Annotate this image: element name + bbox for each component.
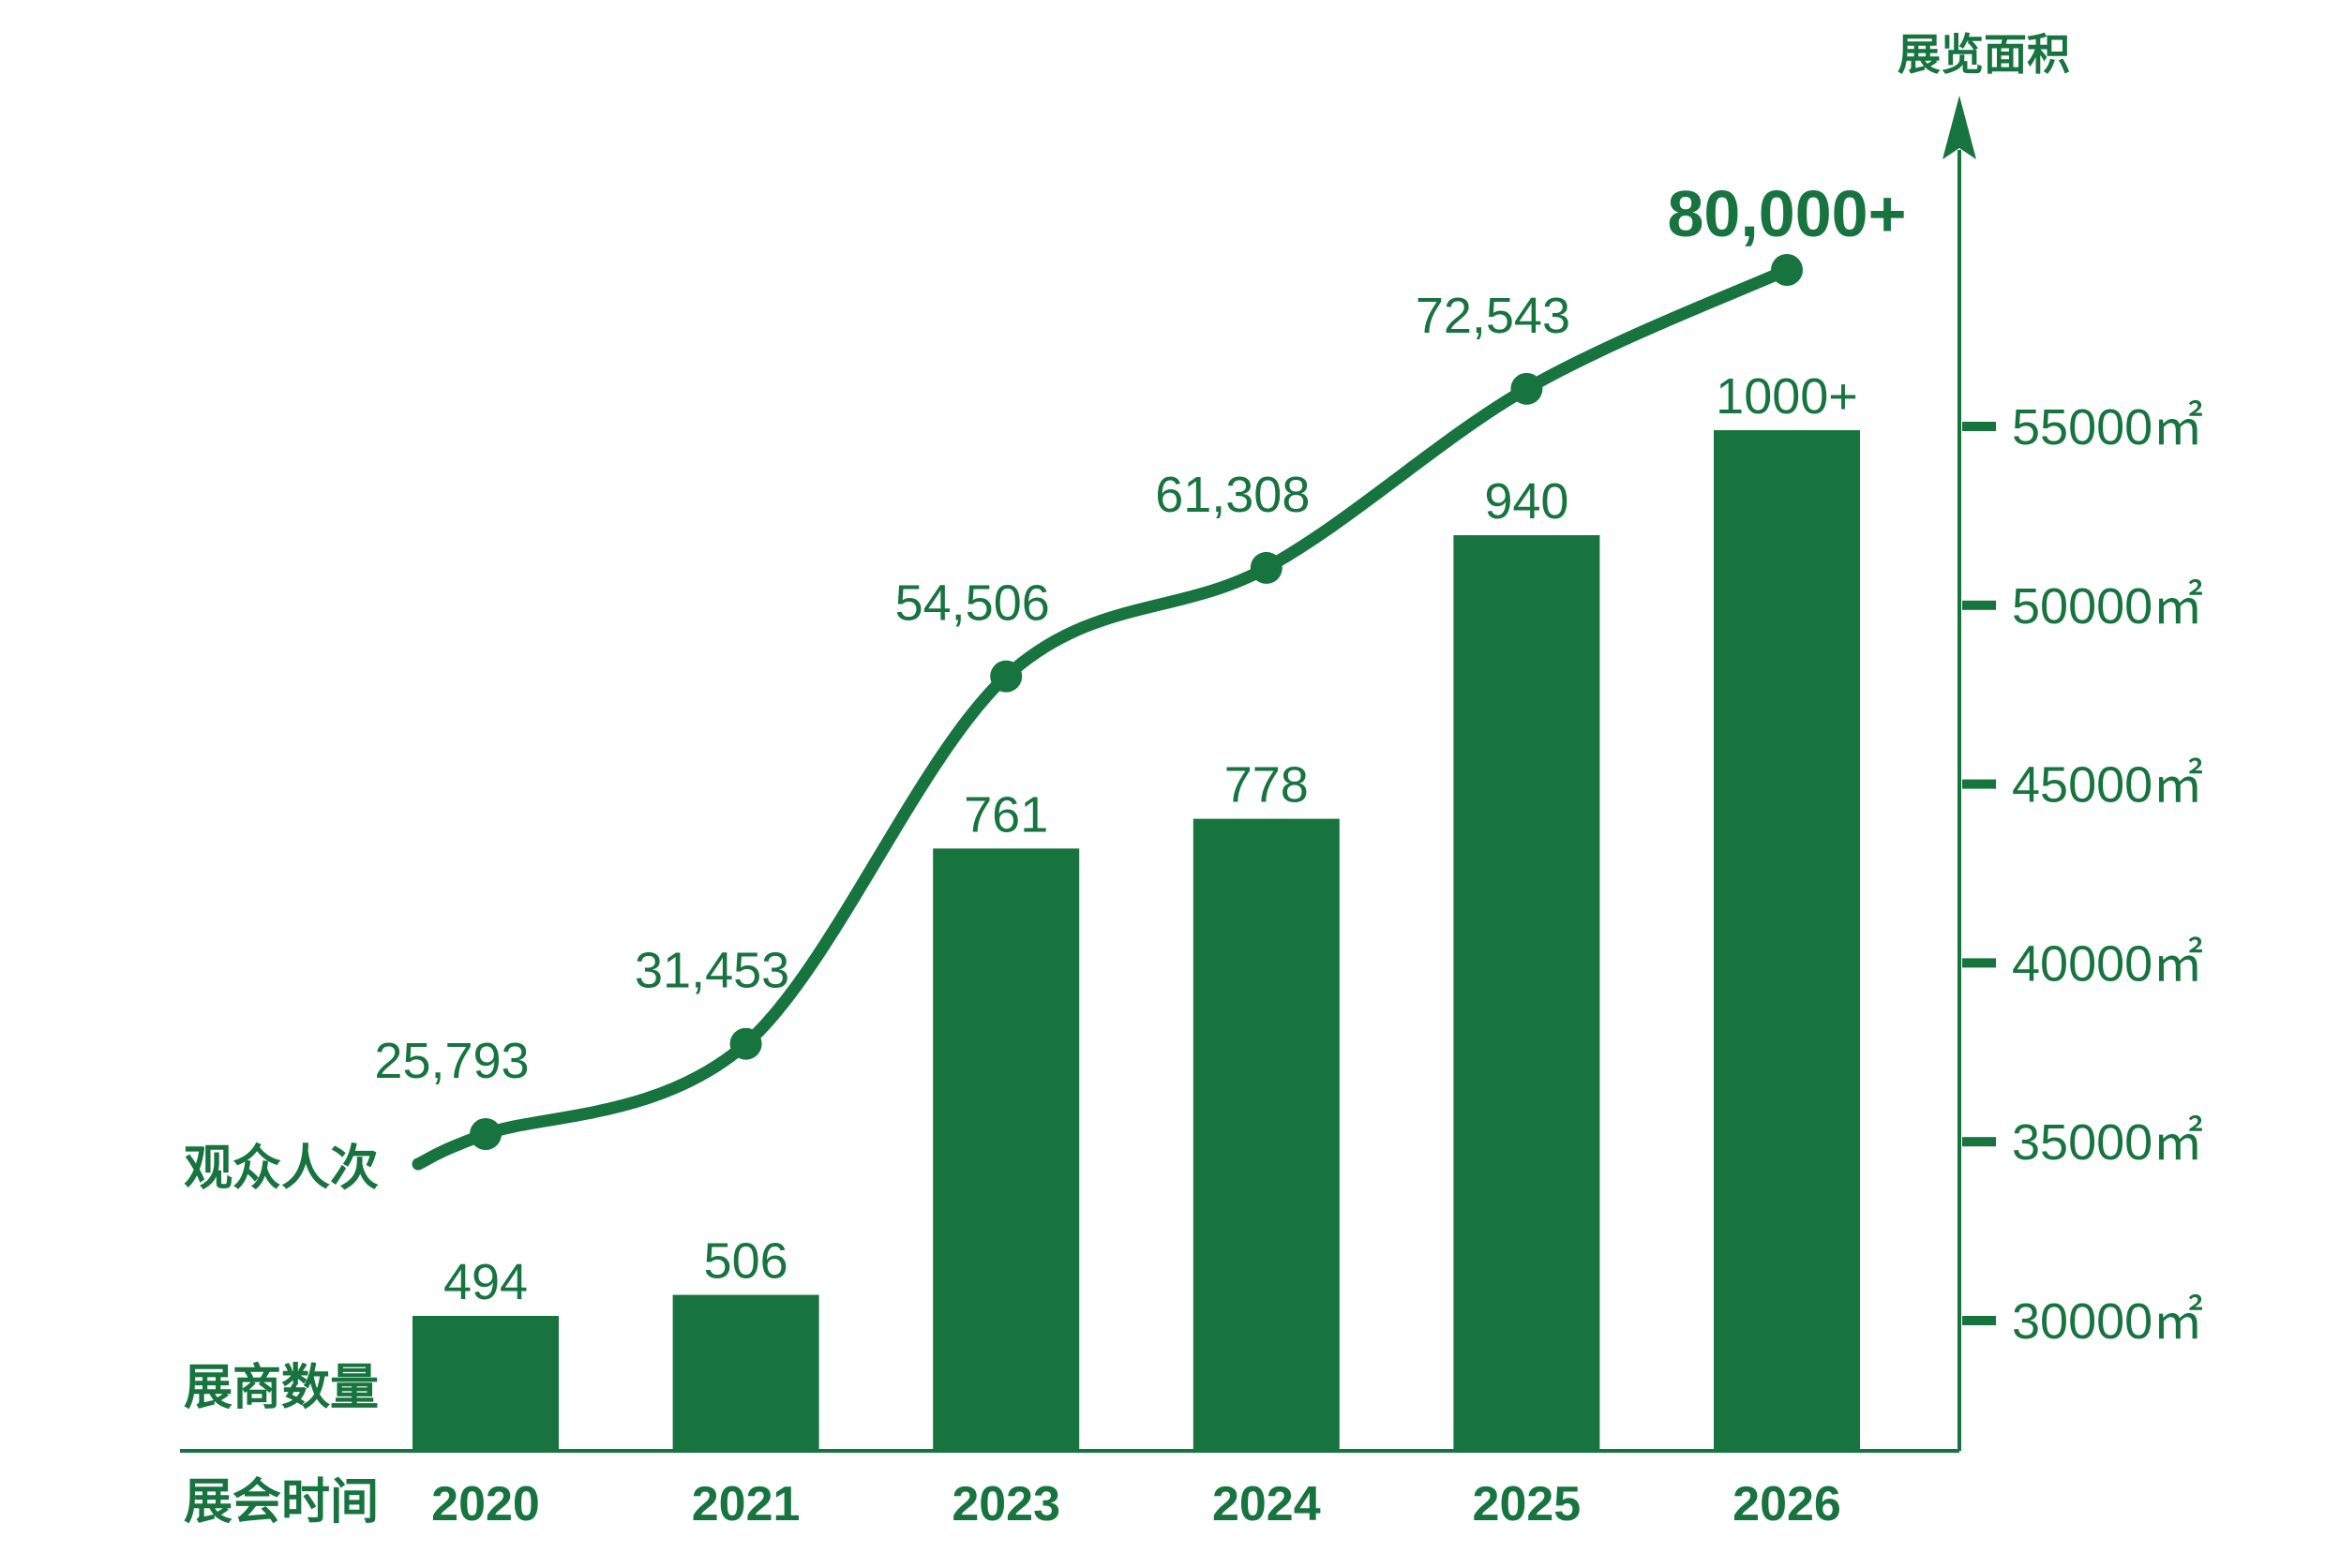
x-tick-label-2025: 2025 [1473,1477,1582,1531]
line-value-label-2020: 25,793 [374,1033,529,1089]
x-tick-labels-group: 2020 2021 2023 2024 2025 2026 [431,1477,1841,1531]
x-tick-label-2026: 2026 [1732,1477,1841,1531]
line-point-2024 [1250,551,1282,584]
line-value-label-2024: 61,308 [1155,467,1310,523]
right-tick-label-45000: 45000㎡ [2012,757,2203,814]
right-tick-45000 [1962,779,1996,789]
right-axis-arrow-icon [1942,96,1976,159]
bar-value-label-2025: 940 [1484,473,1568,530]
line-point-2023 [990,660,1023,693]
bar-value-label-2024: 778 [1224,757,1309,814]
bar-value-label-2020: 494 [443,1254,528,1310]
right-tick-55000 [1962,422,1996,431]
bar-series-name: 展商数量 [184,1361,379,1415]
right-tick-label-40000: 40000㎡ [2012,935,2203,992]
right-tick-label-50000: 50000㎡ [2012,578,2203,635]
line-value-label-2026: 80,000+ [1668,177,1907,250]
bar-2023 [933,848,1080,1451]
line-series-group: 25,793 31,453 54,506 61,308 72,543 80,000+ [374,177,1907,1171]
x-tick-label-2024: 2024 [1212,1477,1321,1531]
line-point-2020 [470,1118,502,1150]
right-axis-title: 展览面积 [1898,30,2070,79]
bar-2025 [1453,535,1600,1451]
line-series-name: 观众人次 [184,1142,379,1196]
x-axis-title: 展会时间 [184,1475,379,1530]
bar-2026 [1714,430,1860,1451]
bar-2021 [672,1294,819,1451]
line-point-2025 [1510,372,1543,405]
bar-value-label-2023: 761 [964,786,1048,843]
bar-2020 [412,1316,559,1451]
right-tick-label-35000: 35000㎡ [2012,1114,2203,1171]
x-tick-label-2023: 2023 [952,1477,1060,1531]
right-tick-50000 [1962,600,1996,610]
bar-value-label-2026: 1000+ [1716,368,1858,425]
bars-group [412,430,1860,1451]
bar-labels-group: 494 506 761 778 940 1000+ [443,368,1858,1310]
right-tick-30000 [1962,1316,1996,1325]
bar-2024 [1192,818,1340,1451]
right-tick-40000 [1962,958,1996,968]
line-point-2026 [1771,254,1803,286]
x-tick-label-2021: 2021 [692,1477,801,1531]
right-tick-label-30000: 30000㎡ [2012,1293,2203,1350]
line-point-2021 [729,1027,762,1060]
bar-value-label-2021: 506 [704,1233,788,1290]
axes-group: 展览面积 展会时间 展商数量 观众人次 [180,30,2070,1530]
line-value-label-2021: 31,453 [635,943,789,999]
right-tick-label-55000: 55000㎡ [2012,399,2203,455]
right-axis-ticks-group: 30000㎡ 35000㎡ 40000㎡ 45000㎡ 50000㎡ 55000㎡ [1962,399,2203,1350]
x-tick-label-2020: 2020 [431,1477,540,1531]
right-tick-35000 [1962,1137,1996,1147]
line-value-label-2023: 54,506 [895,575,1050,632]
line-value-label-2025: 72,543 [1416,288,1570,344]
